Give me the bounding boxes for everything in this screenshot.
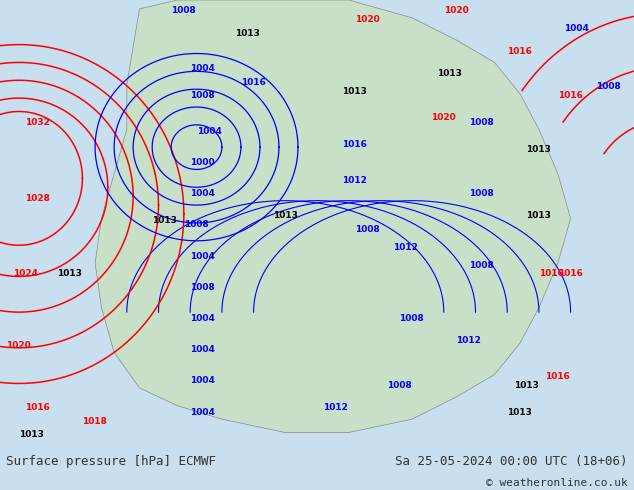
Text: 1004: 1004: [190, 252, 215, 261]
Text: 1004: 1004: [190, 345, 215, 354]
Text: 1028: 1028: [25, 194, 50, 203]
Text: 1008: 1008: [469, 118, 494, 127]
Text: 1004: 1004: [190, 408, 215, 416]
Text: 1012: 1012: [342, 176, 367, 185]
Text: 1008: 1008: [355, 225, 380, 234]
Text: 1012: 1012: [323, 403, 348, 412]
Text: 1008: 1008: [469, 261, 494, 270]
Text: 1008: 1008: [469, 189, 494, 198]
Text: 1016: 1016: [241, 78, 266, 87]
Text: 1000: 1000: [190, 158, 215, 167]
Text: 1013: 1013: [235, 29, 259, 38]
Text: 1008: 1008: [190, 283, 215, 292]
Text: 1004: 1004: [190, 376, 215, 386]
Text: Sa 25-05-2024 00:00 UTC (18+06): Sa 25-05-2024 00:00 UTC (18+06): [395, 455, 628, 468]
Text: 1016: 1016: [558, 270, 583, 278]
Text: 1004: 1004: [190, 314, 215, 323]
Text: Surface pressure [hPa] ECMWF: Surface pressure [hPa] ECMWF: [6, 455, 216, 468]
Text: 1020: 1020: [6, 341, 31, 350]
Text: 1016: 1016: [342, 140, 367, 149]
Text: 1008: 1008: [399, 314, 424, 323]
Text: 1012: 1012: [456, 336, 481, 345]
Text: 1016: 1016: [507, 47, 532, 55]
Text: 1018: 1018: [82, 416, 107, 426]
Text: 1016: 1016: [539, 270, 564, 278]
Text: 1013: 1013: [57, 270, 82, 278]
Text: 1020: 1020: [355, 15, 380, 24]
Text: 1020: 1020: [431, 113, 456, 122]
Text: 1016: 1016: [25, 403, 50, 412]
Text: 1013: 1013: [152, 216, 177, 225]
Text: 1016: 1016: [545, 372, 570, 381]
Text: 1004: 1004: [190, 189, 215, 198]
Text: © weatheronline.co.uk: © weatheronline.co.uk: [486, 478, 628, 489]
Text: 1024: 1024: [13, 270, 37, 278]
Text: 1008: 1008: [190, 91, 215, 100]
Polygon shape: [95, 0, 571, 433]
Text: 1012: 1012: [393, 243, 418, 252]
Text: 1004: 1004: [190, 64, 215, 74]
Text: 1013: 1013: [437, 69, 462, 78]
Text: 1004: 1004: [197, 127, 221, 136]
Text: 1013: 1013: [526, 212, 551, 220]
Text: 1013: 1013: [342, 87, 367, 96]
Text: 1008: 1008: [596, 82, 621, 91]
Text: 1032: 1032: [25, 118, 50, 127]
FancyBboxPatch shape: [0, 0, 634, 446]
Text: 1008: 1008: [184, 220, 209, 229]
Text: 1004: 1004: [564, 24, 589, 33]
Text: 1013: 1013: [526, 145, 551, 153]
Text: 1013: 1013: [19, 430, 44, 439]
Text: 1013: 1013: [273, 212, 297, 220]
Text: 1008: 1008: [387, 381, 411, 390]
Text: 1020: 1020: [444, 6, 469, 15]
Text: 1013: 1013: [514, 381, 538, 390]
Text: 1008: 1008: [171, 6, 196, 15]
Text: 1016: 1016: [558, 91, 583, 100]
Text: 1013: 1013: [507, 408, 532, 416]
